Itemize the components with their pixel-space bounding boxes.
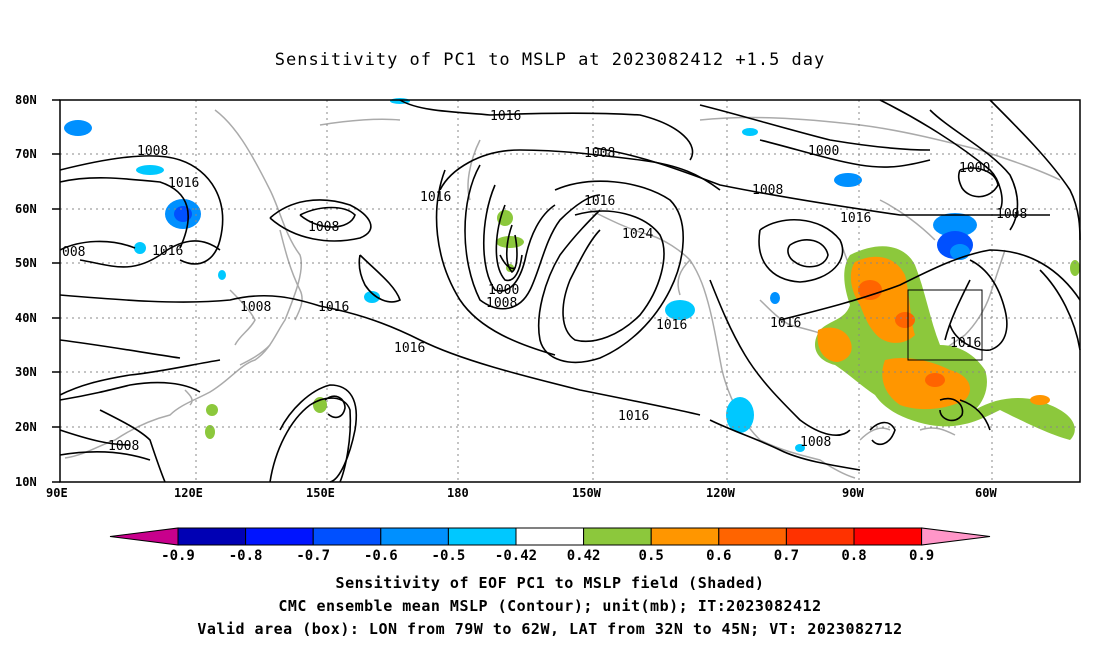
colorbar-label: -0.8 [229, 548, 263, 564]
contour-labels: 1016 1008 1016 008 1016 1008 1008 1016 1… [62, 109, 1027, 454]
colorbar-label: 0.42 [567, 548, 601, 564]
colorbar-label: 0.9 [909, 548, 934, 564]
colorbar-segment [177, 527, 247, 546]
colorbar: -0.9 -0.8 -0.7 -0.6 -0.5 -0.42 0.42 0.5 0.6 0.7 0.… [109, 527, 991, 564]
longitude-labels: 90E 120E 150E 180 150W 120W 90W 60W [46, 486, 997, 500]
contour-label: 1016 [656, 318, 687, 333]
sensitivity-shading [64, 98, 1080, 452]
colorbar-segment [583, 527, 652, 546]
colorbar-label: -0.5 [432, 548, 466, 564]
contour-label: 1000 [808, 144, 839, 159]
lon-label: 120E [174, 486, 203, 500]
colorbar-low-tip [109, 527, 179, 546]
contour-label: 1016 [840, 211, 871, 226]
contour-label: 1008 [584, 146, 615, 161]
contour-label: 1016 [618, 409, 649, 424]
colorbar-segment [718, 527, 787, 546]
lon-label: 90W [842, 486, 864, 500]
colorbar-label: 0.8 [841, 548, 866, 564]
contour-label: 1016 [584, 194, 615, 209]
lon-label: 150E [306, 486, 335, 500]
colorbar-segment [380, 527, 449, 546]
lat-label: 70N [15, 147, 37, 161]
contour-label: 1000 [959, 161, 990, 176]
footer-line-3: Valid area (box): LON from 79W to 62W, L… [197, 620, 903, 638]
contour-label: 1016 [168, 176, 199, 191]
lat-label: 80N [15, 93, 37, 107]
contour-label: 1008 [308, 220, 339, 235]
colorbar-label: 0.7 [774, 548, 799, 564]
contour-label: 1016 [950, 336, 981, 351]
lat-label: 50N [15, 256, 37, 270]
colorbar-label: -0.42 [495, 548, 537, 564]
footer-line-1: Sensitivity of EOF PC1 to MSLP field (Sh… [335, 574, 765, 592]
lat-label: 40N [15, 311, 37, 325]
contour-label: 1016 [490, 109, 521, 124]
contour-label: 1000 [488, 283, 519, 298]
contour-label: 1016 [152, 244, 183, 259]
colorbar-label: -0.7 [296, 548, 330, 564]
contour-label: 1008 [800, 435, 831, 450]
colorbar-high-tip [921, 527, 991, 546]
valid-area-box [907, 289, 983, 361]
colorbar-segment [853, 527, 923, 546]
chart-title: Sensitivity of PC1 to MSLP at 2023082412… [274, 50, 826, 70]
colorbar-segment [785, 527, 855, 546]
contour-label: 1008 [996, 207, 1027, 222]
lon-label: 120W [706, 486, 736, 500]
lon-label: 60W [975, 486, 997, 500]
contour-label: 1016 [318, 300, 349, 315]
colorbar-segment [650, 527, 720, 546]
contour-label: 1008 [137, 144, 168, 159]
colorbar-label: 0.5 [639, 548, 664, 564]
contour-label: 1008 [240, 300, 271, 315]
colorbar-segment [515, 527, 585, 546]
lat-label: 30N [15, 365, 37, 379]
contour-label: 1024 [622, 227, 653, 242]
lat-label: 60N [15, 202, 37, 216]
colorbar-label: -0.9 [161, 548, 195, 564]
contour-label: 1016 [420, 190, 451, 205]
grid-lines [60, 100, 1080, 482]
contour-label: 1016 [770, 316, 801, 331]
latitude-labels: 80N 70N 60N 50N 40N 30N 20N 10N [15, 93, 37, 489]
contour-label: 1008 [486, 296, 517, 311]
colorbar-segment [312, 527, 382, 546]
lat-label: 10N [15, 475, 37, 489]
mslp-contours [59, 99, 1081, 483]
lon-label: 90E [46, 486, 68, 500]
lat-label: 20N [15, 420, 37, 434]
tick-marks [52, 99, 60, 483]
colorbar-label: -0.6 [364, 548, 398, 564]
contour-label: 1008 [108, 439, 139, 454]
colorbar-label: 0.6 [706, 548, 731, 564]
contour-label: 008 [62, 245, 85, 260]
map-frame [59, 99, 1081, 483]
footer-line-2: CMC ensemble mean MSLP (Contour); unit(m… [278, 597, 822, 615]
colorbar-segment [447, 527, 517, 546]
colorbar-segment [245, 527, 314, 546]
contour-label: 1008 [752, 183, 783, 198]
contour-label: 1016 [394, 341, 425, 356]
lon-label: 180 [447, 486, 469, 500]
lon-label: 150W [572, 486, 602, 500]
